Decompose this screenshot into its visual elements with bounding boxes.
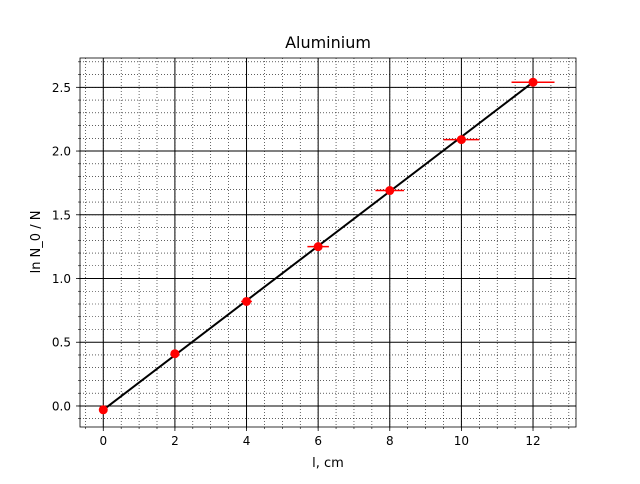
data-point <box>456 135 466 145</box>
x-tick-label: 4 <box>243 434 251 448</box>
y-tick-label: 0.0 <box>52 399 71 413</box>
y-tick-label: 0.5 <box>52 336 71 350</box>
data-point <box>98 405 108 415</box>
data-point <box>385 186 395 196</box>
data-point <box>242 296 252 306</box>
y-tick-label: 2.5 <box>52 81 71 95</box>
x-tick-label: 10 <box>454 434 469 448</box>
data-point <box>528 77 538 87</box>
chart-title: Aluminium <box>285 33 371 52</box>
x-axis-label: l, cm <box>312 456 344 471</box>
x-tick-label: 2 <box>171 434 179 448</box>
y-axis-label: ln N_0 / N <box>29 211 44 274</box>
series-layer <box>98 77 555 415</box>
plot-frame <box>79 57 577 428</box>
data-point <box>170 349 180 359</box>
x-tick-label: 6 <box>314 434 322 448</box>
y-tick-label: 2.0 <box>52 145 71 159</box>
y-axis: 0.0 0.5 1.0 1.5 2.0 2.5 <box>52 61 80 420</box>
data-point <box>313 242 323 252</box>
y-tick-label: 1.0 <box>52 272 71 286</box>
x-tick-label: 12 <box>525 434 540 448</box>
y-tick-label: 1.5 <box>52 208 71 222</box>
x-tick-label: 0 <box>99 434 107 448</box>
major-grid <box>80 58 576 427</box>
x-tick-label: 8 <box>386 434 394 448</box>
x-axis: 0 2 4 6 8 10 12 <box>85 427 570 448</box>
